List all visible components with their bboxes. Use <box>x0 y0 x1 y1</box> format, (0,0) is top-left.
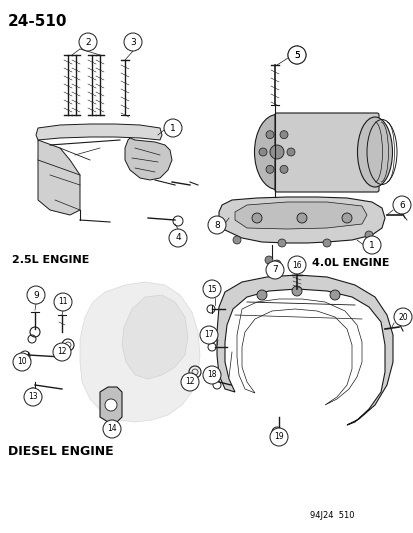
Polygon shape <box>125 138 171 180</box>
Polygon shape <box>38 140 80 215</box>
Circle shape <box>269 428 287 446</box>
Text: 2: 2 <box>85 37 90 46</box>
Text: 20: 20 <box>397 312 407 321</box>
Text: 94J24  510: 94J24 510 <box>309 511 354 520</box>
Text: 8: 8 <box>214 221 219 230</box>
Circle shape <box>202 280 221 298</box>
Circle shape <box>259 148 266 156</box>
Polygon shape <box>100 387 122 422</box>
Text: 14: 14 <box>107 424 116 433</box>
Circle shape <box>287 256 305 274</box>
Circle shape <box>287 46 305 64</box>
Circle shape <box>362 236 380 254</box>
Circle shape <box>264 256 272 264</box>
Text: 7: 7 <box>271 265 277 274</box>
Text: 15: 15 <box>206 285 216 294</box>
Circle shape <box>124 33 142 51</box>
Polygon shape <box>236 299 361 405</box>
Text: 3: 3 <box>130 37 135 46</box>
Ellipse shape <box>254 115 299 190</box>
Text: 12: 12 <box>57 348 66 357</box>
Circle shape <box>79 33 97 51</box>
Text: 2.5L ENGINE: 2.5L ENGINE <box>12 255 89 265</box>
Circle shape <box>287 46 305 64</box>
Polygon shape <box>235 202 366 229</box>
Text: DIESEL ENGINE: DIESEL ENGINE <box>8 445 113 458</box>
Text: 10: 10 <box>17 358 27 367</box>
Circle shape <box>272 260 280 268</box>
Text: 1: 1 <box>368 240 374 249</box>
Circle shape <box>256 290 266 300</box>
Polygon shape <box>36 124 161 140</box>
Circle shape <box>341 213 351 223</box>
Text: 4.0L ENGINE: 4.0L ENGINE <box>311 258 389 268</box>
Text: 5: 5 <box>293 51 299 60</box>
Circle shape <box>279 165 287 173</box>
Circle shape <box>27 286 45 304</box>
Circle shape <box>266 131 273 139</box>
Circle shape <box>105 399 117 411</box>
Text: 13: 13 <box>28 392 38 401</box>
Text: 5: 5 <box>293 51 299 60</box>
Circle shape <box>291 286 301 296</box>
Text: 11: 11 <box>58 297 68 306</box>
Circle shape <box>329 290 339 300</box>
Circle shape <box>296 213 306 223</box>
Circle shape <box>13 353 31 371</box>
Text: 12: 12 <box>185 377 194 386</box>
Text: 6: 6 <box>398 200 404 209</box>
Circle shape <box>233 236 240 244</box>
Text: 9: 9 <box>33 290 39 300</box>
Circle shape <box>103 420 121 438</box>
Circle shape <box>393 308 411 326</box>
Circle shape <box>277 239 285 247</box>
Circle shape <box>266 165 273 173</box>
Text: 16: 16 <box>292 261 301 270</box>
Circle shape <box>199 326 218 344</box>
FancyBboxPatch shape <box>274 113 378 192</box>
Circle shape <box>322 239 330 247</box>
Circle shape <box>364 231 372 239</box>
Circle shape <box>53 343 71 361</box>
Circle shape <box>24 388 42 406</box>
Text: 19: 19 <box>273 432 283 441</box>
Polygon shape <box>122 295 188 379</box>
Circle shape <box>202 366 221 384</box>
Ellipse shape <box>357 117 392 187</box>
Circle shape <box>180 373 199 391</box>
Text: 18: 18 <box>207 370 216 379</box>
Circle shape <box>207 216 225 234</box>
Polygon shape <box>80 282 199 422</box>
Polygon shape <box>218 197 384 243</box>
Polygon shape <box>216 275 392 425</box>
Circle shape <box>252 213 261 223</box>
Circle shape <box>286 148 294 156</box>
Circle shape <box>269 145 283 159</box>
Circle shape <box>279 131 287 139</box>
Text: 24-510: 24-510 <box>8 14 67 29</box>
Text: 17: 17 <box>204 330 213 340</box>
Circle shape <box>54 293 72 311</box>
Text: 1: 1 <box>170 124 176 133</box>
Circle shape <box>164 119 182 137</box>
Circle shape <box>392 196 410 214</box>
Circle shape <box>266 261 283 279</box>
Circle shape <box>169 229 187 247</box>
Text: 4: 4 <box>175 233 180 243</box>
